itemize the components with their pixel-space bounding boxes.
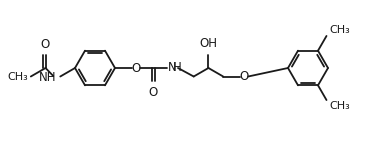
Text: O: O: [40, 38, 49, 50]
Text: CH₃: CH₃: [329, 101, 350, 111]
Text: OH: OH: [199, 37, 217, 50]
Text: N: N: [168, 61, 177, 74]
Text: O: O: [148, 86, 158, 99]
Text: NH: NH: [39, 71, 56, 84]
Text: O: O: [239, 70, 249, 83]
Text: H: H: [173, 61, 181, 74]
Text: CH₃: CH₃: [329, 25, 350, 35]
Text: CH₃: CH₃: [7, 71, 28, 81]
Text: O: O: [132, 61, 140, 74]
